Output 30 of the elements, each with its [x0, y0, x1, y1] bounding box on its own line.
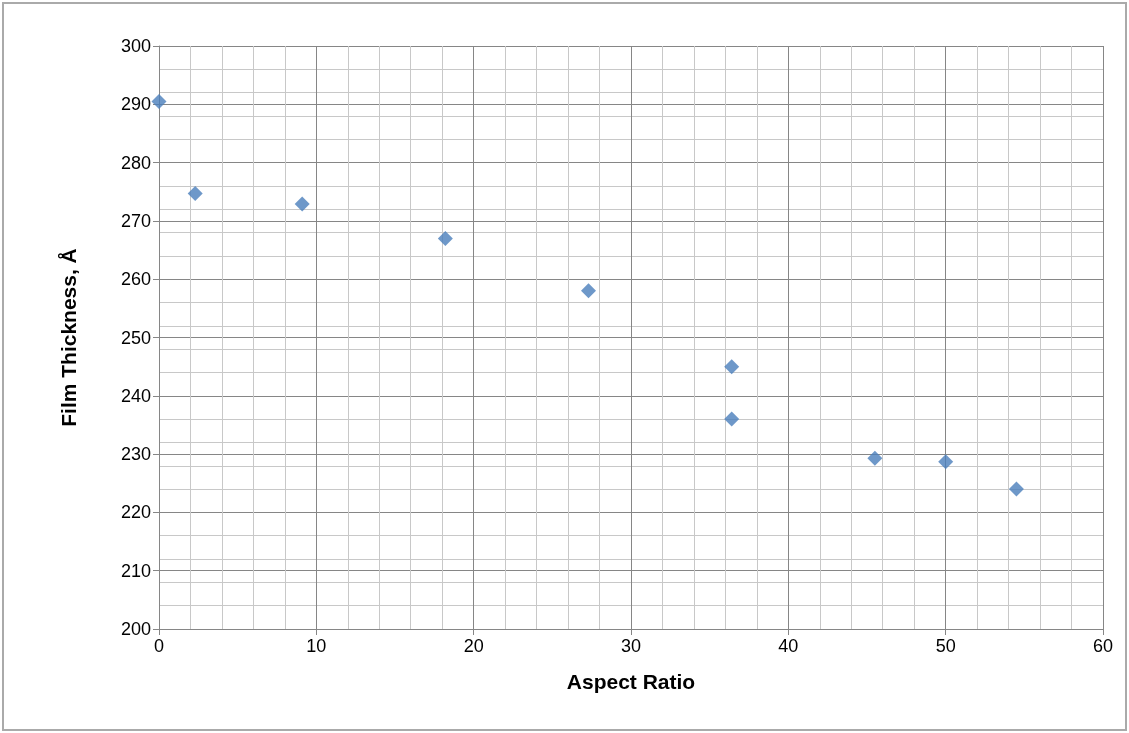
point: [294, 196, 310, 212]
y-tick-label: 300: [120, 36, 151, 56]
y-tick-label: 290: [120, 94, 151, 115]
x-tick-label: 40: [778, 636, 799, 656]
y-tick-label: 280: [120, 152, 151, 173]
point: [151, 93, 167, 109]
x-tick-label: 20: [463, 636, 484, 656]
x-tick-label: 0: [153, 636, 165, 656]
x-tick-label: 60: [1092, 636, 1114, 656]
x-tick-label: 10: [306, 636, 327, 656]
point: [1008, 481, 1024, 497]
point: [437, 230, 453, 246]
y-tick-label: 270: [120, 210, 151, 231]
point: [938, 454, 954, 470]
x-axis-title: Aspect Ratio: [566, 670, 696, 693]
y-axis-title: Film Thickness, Å: [57, 248, 80, 427]
y-tick-label: 220: [120, 502, 151, 523]
y-tick-label: 240: [120, 385, 151, 406]
y-tick-label: 260: [120, 269, 151, 290]
point: [724, 359, 740, 375]
y-tick-label: 250: [120, 327, 151, 348]
y-tick-label: 230: [120, 444, 151, 465]
x-tick-label: 30: [620, 636, 642, 656]
y-tick-label: 210: [120, 560, 151, 581]
point: [187, 186, 203, 201]
y-tick-label: 200: [120, 619, 151, 639]
point: [724, 411, 740, 427]
x-tick-label: 50: [935, 636, 956, 656]
point: [581, 283, 597, 299]
point: [867, 450, 883, 466]
